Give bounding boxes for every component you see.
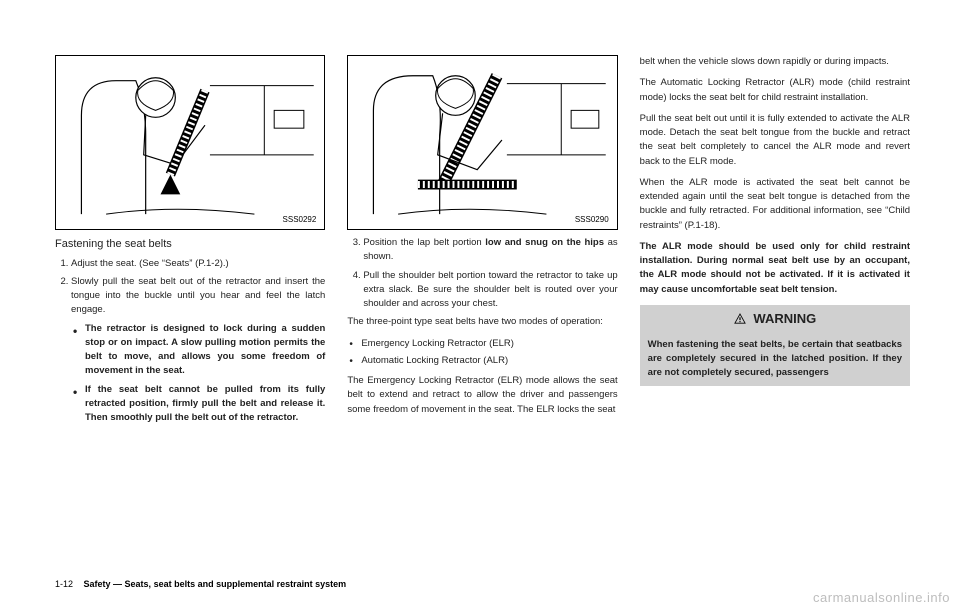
- step-1: Adjust the seat. (See “Seats” (P.1-2).): [71, 257, 325, 271]
- step-3-b: low and snug on the hips: [485, 237, 604, 248]
- watermark: carmanualsonline.info: [813, 590, 950, 605]
- columns: SSS0292 Fastening the seat belts Adjust …: [55, 55, 910, 429]
- step-2-text: Slowly pull the seat belt out of the ret…: [71, 276, 325, 316]
- section-title: Safety — Seats, seat belts and supplemen…: [84, 579, 347, 589]
- column-2: SSS0290 Position the lap belt portion lo…: [347, 55, 617, 429]
- figure-2: SSS0290: [347, 55, 617, 230]
- elr-description: The Emergency Locking Retractor (ELR) mo…: [347, 374, 617, 417]
- warning-icon: [733, 312, 747, 326]
- bullet-retractor-lock: The retractor is designed to lock during…: [85, 322, 325, 379]
- figure-1-label: SSS0292: [281, 214, 319, 226]
- warning-title-text: WARNING: [753, 309, 816, 329]
- warning-body: When fastening the seat belts, be certai…: [640, 332, 910, 385]
- seatbelt-worn-illustration: [348, 56, 616, 229]
- figure-1: SSS0292: [55, 55, 325, 230]
- mode-alr: Automatic Locking Retractor (ALR): [361, 354, 617, 368]
- belt-lock-text: belt when the vehicle slows down rapidly…: [640, 55, 910, 69]
- alr-active-note: When the ALR mode is activated the seat …: [640, 176, 910, 233]
- seatbelt-fasten-illustration: [56, 56, 324, 229]
- modes-list: Emergency Locking Retractor (ELR) Automa…: [361, 337, 617, 369]
- bullet-belt-stuck: If the seat belt cannot be pulled from i…: [85, 383, 325, 426]
- subheading-fastening: Fastening the seat belts: [55, 236, 325, 253]
- steps-list-1: Adjust the seat. (See “Seats” (P.1-2).) …: [71, 257, 325, 426]
- column-3: belt when the vehicle slows down rapidly…: [640, 55, 910, 429]
- page-number: 1-12: [55, 579, 73, 589]
- steps-list-2: Position the lap belt portion low and sn…: [363, 236, 617, 311]
- figure-2-label: SSS0290: [573, 214, 611, 226]
- manual-page: SSS0292 Fastening the seat belts Adjust …: [0, 0, 960, 611]
- page-footer: 1-12 Safety — Seats, seat belts and supp…: [55, 579, 346, 589]
- step-4: Pull the shoulder belt portion toward th…: [363, 269, 617, 312]
- step-3: Position the lap belt portion low and sn…: [363, 236, 617, 265]
- alr-intro: The Automatic Locking Retractor (ALR) mo…: [640, 76, 910, 105]
- step-3-a: Position the lap belt portion: [363, 237, 485, 248]
- warning-header: WARNING: [640, 305, 910, 333]
- step-2: Slowly pull the seat belt out of the ret…: [71, 275, 325, 426]
- column-1: SSS0292 Fastening the seat belts Adjust …: [55, 55, 325, 429]
- mode-elr: Emergency Locking Retractor (ELR): [361, 337, 617, 351]
- alr-usage-bold: The ALR mode should be used only for chi…: [640, 240, 910, 297]
- alr-activate: Pull the seat belt out until it is fully…: [640, 112, 910, 169]
- step-2-bullets: The retractor is designed to lock during…: [85, 322, 325, 426]
- modes-intro: The three-point type seat belts have two…: [347, 315, 617, 329]
